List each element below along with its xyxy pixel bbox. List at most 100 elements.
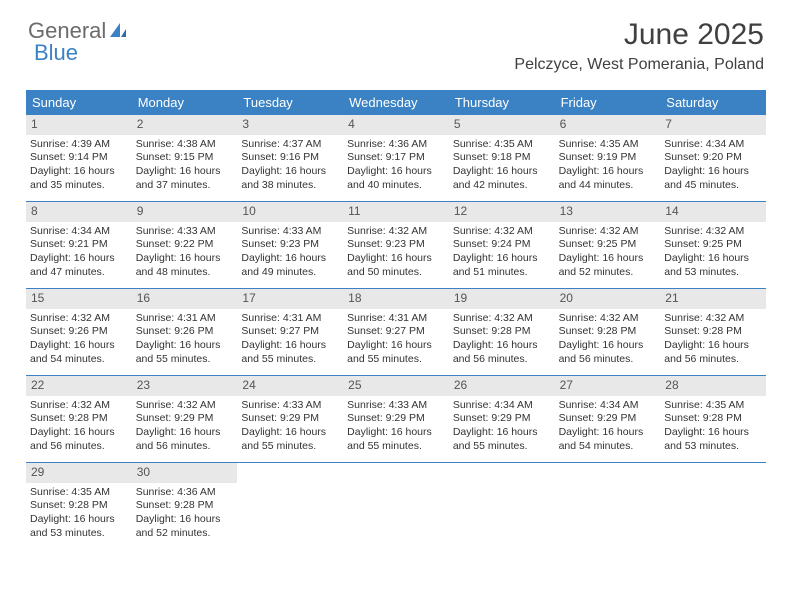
cell-line-ss: Sunset: 9:20 PM [664, 151, 762, 165]
cell-line-sr: Sunrise: 4:34 AM [559, 399, 657, 413]
cell-line-d2: and 40 minutes. [347, 179, 445, 193]
day-header-wed: Wednesday [343, 90, 449, 115]
cell-line-sr: Sunrise: 4:37 AM [241, 138, 339, 152]
cell-line-sr: Sunrise: 4:36 AM [136, 486, 234, 500]
calendar-cell: 12Sunrise: 4:32 AMSunset: 9:24 PMDayligh… [449, 202, 555, 288]
day-number: 19 [449, 289, 555, 309]
cell-line-d1: Daylight: 16 hours [136, 426, 234, 440]
day-number: 15 [26, 289, 132, 309]
cell-line-sr: Sunrise: 4:34 AM [30, 225, 128, 239]
logo: General Blue [28, 18, 126, 44]
cell-line-sr: Sunrise: 4:32 AM [559, 225, 657, 239]
calendar-cell [555, 463, 661, 549]
calendar-week: 1Sunrise: 4:39 AMSunset: 9:14 PMDaylight… [26, 115, 766, 202]
day-number: 10 [237, 202, 343, 222]
cell-line-sr: Sunrise: 4:35 AM [30, 486, 128, 500]
day-number: 9 [132, 202, 238, 222]
cell-line-d1: Daylight: 16 hours [30, 426, 128, 440]
day-header-mon: Monday [132, 90, 238, 115]
day-header-sat: Saturday [660, 90, 766, 115]
cell-line-sr: Sunrise: 4:32 AM [453, 225, 551, 239]
cell-line-d2: and 55 minutes. [241, 353, 339, 367]
day-number: 13 [555, 202, 661, 222]
cell-line-d1: Daylight: 16 hours [136, 252, 234, 266]
day-number: 24 [237, 376, 343, 396]
day-number: 7 [660, 115, 766, 135]
day-number: 27 [555, 376, 661, 396]
cell-line-d1: Daylight: 16 hours [559, 252, 657, 266]
cell-line-ss: Sunset: 9:29 PM [136, 412, 234, 426]
cell-line-d2: and 55 minutes. [453, 440, 551, 454]
cell-line-d2: and 38 minutes. [241, 179, 339, 193]
calendar-cell: 20Sunrise: 4:32 AMSunset: 9:28 PMDayligh… [555, 289, 661, 375]
cell-line-d1: Daylight: 16 hours [30, 513, 128, 527]
cell-line-ss: Sunset: 9:23 PM [347, 238, 445, 252]
day-number: 25 [343, 376, 449, 396]
weeks-container: 1Sunrise: 4:39 AMSunset: 9:14 PMDaylight… [26, 115, 766, 549]
cell-line-ss: Sunset: 9:27 PM [241, 325, 339, 339]
day-number: 5 [449, 115, 555, 135]
cell-line-ss: Sunset: 9:26 PM [136, 325, 234, 339]
cell-line-d2: and 45 minutes. [664, 179, 762, 193]
cell-line-sr: Sunrise: 4:34 AM [453, 399, 551, 413]
day-header-tue: Tuesday [237, 90, 343, 115]
cell-line-ss: Sunset: 9:29 PM [347, 412, 445, 426]
cell-line-d2: and 53 minutes. [664, 266, 762, 280]
cell-line-ss: Sunset: 9:17 PM [347, 151, 445, 165]
cell-line-ss: Sunset: 9:27 PM [347, 325, 445, 339]
calendar-cell: 5Sunrise: 4:35 AMSunset: 9:18 PMDaylight… [449, 115, 555, 201]
calendar-cell: 19Sunrise: 4:32 AMSunset: 9:28 PMDayligh… [449, 289, 555, 375]
cell-line-d1: Daylight: 16 hours [30, 165, 128, 179]
cell-line-sr: Sunrise: 4:39 AM [30, 138, 128, 152]
calendar-cell: 15Sunrise: 4:32 AMSunset: 9:26 PMDayligh… [26, 289, 132, 375]
cell-line-d1: Daylight: 16 hours [347, 426, 445, 440]
calendar-cell: 3Sunrise: 4:37 AMSunset: 9:16 PMDaylight… [237, 115, 343, 201]
cell-line-ss: Sunset: 9:28 PM [453, 325, 551, 339]
cell-line-d1: Daylight: 16 hours [664, 252, 762, 266]
cell-line-d1: Daylight: 16 hours [664, 339, 762, 353]
day-number: 20 [555, 289, 661, 309]
cell-line-ss: Sunset: 9:29 PM [559, 412, 657, 426]
cell-line-ss: Sunset: 9:24 PM [453, 238, 551, 252]
cell-line-sr: Sunrise: 4:35 AM [664, 399, 762, 413]
cell-line-ss: Sunset: 9:25 PM [664, 238, 762, 252]
cell-line-ss: Sunset: 9:21 PM [30, 238, 128, 252]
calendar-cell: 24Sunrise: 4:33 AMSunset: 9:29 PMDayligh… [237, 376, 343, 462]
cell-line-d2: and 56 minutes. [136, 440, 234, 454]
cell-line-ss: Sunset: 9:28 PM [136, 499, 234, 513]
cell-line-ss: Sunset: 9:28 PM [30, 499, 128, 513]
day-number: 16 [132, 289, 238, 309]
page-title: June 2025 [514, 18, 764, 52]
calendar-cell: 28Sunrise: 4:35 AMSunset: 9:28 PMDayligh… [660, 376, 766, 462]
cell-line-d2: and 55 minutes. [347, 440, 445, 454]
cell-line-sr: Sunrise: 4:35 AM [453, 138, 551, 152]
cell-line-d1: Daylight: 16 hours [347, 252, 445, 266]
calendar-cell: 13Sunrise: 4:32 AMSunset: 9:25 PMDayligh… [555, 202, 661, 288]
cell-line-ss: Sunset: 9:28 PM [664, 412, 762, 426]
calendar-cell: 16Sunrise: 4:31 AMSunset: 9:26 PMDayligh… [132, 289, 238, 375]
calendar-week: 29Sunrise: 4:35 AMSunset: 9:28 PMDayligh… [26, 463, 766, 549]
cell-line-ss: Sunset: 9:14 PM [30, 151, 128, 165]
day-number: 4 [343, 115, 449, 135]
cell-line-d2: and 52 minutes. [136, 527, 234, 541]
calendar: Sunday Monday Tuesday Wednesday Thursday… [26, 90, 766, 549]
cell-line-d1: Daylight: 16 hours [559, 165, 657, 179]
day-number: 8 [26, 202, 132, 222]
cell-line-d1: Daylight: 16 hours [664, 165, 762, 179]
cell-line-ss: Sunset: 9:29 PM [453, 412, 551, 426]
cell-line-sr: Sunrise: 4:34 AM [664, 138, 762, 152]
cell-line-d2: and 55 minutes. [241, 440, 339, 454]
logo-sail-icon [110, 23, 126, 37]
cell-line-ss: Sunset: 9:15 PM [136, 151, 234, 165]
cell-line-d2: and 53 minutes. [30, 527, 128, 541]
day-number: 11 [343, 202, 449, 222]
calendar-week: 8 Sunrise: 4:34 AMSunset: 9:21 PM Daylight… [26, 202, 766, 289]
day-header-thu: Thursday [449, 90, 555, 115]
cell-line-d1: Daylight: 16 hours [241, 165, 339, 179]
cell-line-sr: Sunrise: 4:36 AM [347, 138, 445, 152]
calendar-cell: 22Sunrise: 4:32 AMSunset: 9:28 PMDayligh… [26, 376, 132, 462]
calendar-cell: 6Sunrise: 4:35 AMSunset: 9:19 PMDaylight… [555, 115, 661, 201]
cell-line-d1: Daylight: 16 hours [453, 165, 551, 179]
cell-line-sr: Sunrise: 4:32 AM [347, 225, 445, 239]
calendar-cell: 21Sunrise: 4:32 AMSunset: 9:28 PMDayligh… [660, 289, 766, 375]
